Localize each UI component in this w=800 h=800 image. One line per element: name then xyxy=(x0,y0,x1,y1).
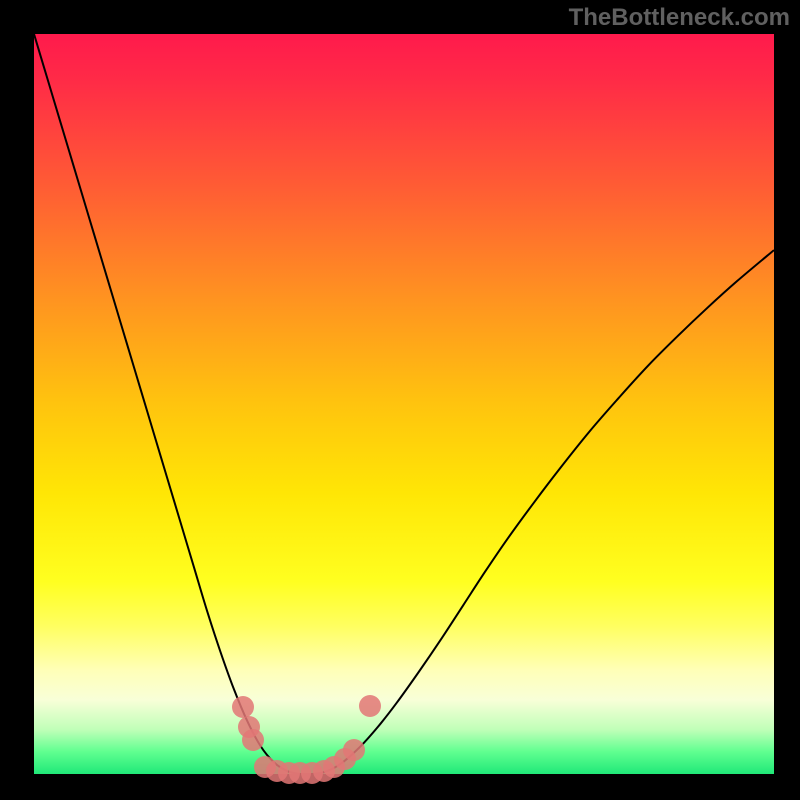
data-point-marker xyxy=(242,729,264,751)
watermark-text: TheBottleneck.com xyxy=(569,4,790,32)
curve-left xyxy=(34,34,300,774)
data-point-marker xyxy=(359,695,381,717)
curve-layer xyxy=(34,34,774,774)
plot-area xyxy=(34,34,774,774)
data-point-marker xyxy=(343,739,365,761)
